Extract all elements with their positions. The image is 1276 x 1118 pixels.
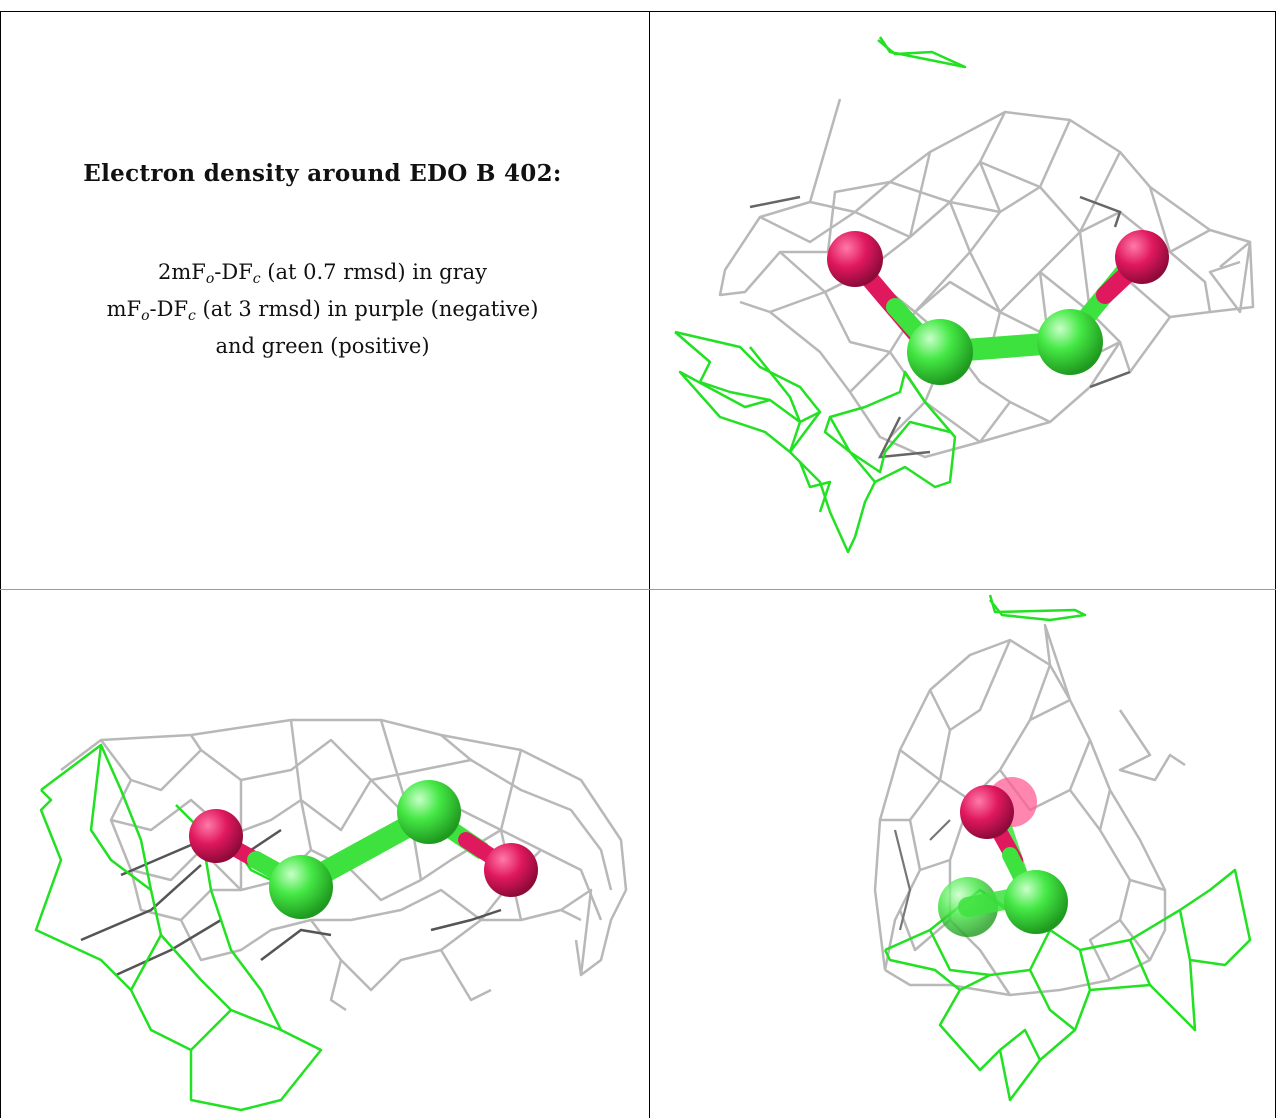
caption-title: Electron density around EDO B 402: <box>83 160 562 187</box>
dark-mesh-lines <box>80 828 502 977</box>
green-density-mesh-top <box>988 594 1087 622</box>
carbon-atom <box>1037 309 1103 375</box>
table-middle-border <box>649 11 650 1118</box>
edo-molecule <box>938 777 1068 937</box>
edo-molecule <box>189 780 538 919</box>
dark-mesh-lines <box>749 195 1131 459</box>
caption-line-2: mFo-DFc (at 3 rmsd) in purple (negative) <box>106 297 539 324</box>
carbon-atom <box>907 319 973 385</box>
edo-molecule <box>827 230 1169 385</box>
view-top-right <box>650 12 1275 589</box>
green-density-mesh <box>674 36 967 554</box>
caption-cell: Electron density around EDO B 402: 2mFo-… <box>10 160 635 361</box>
density-mesh-render <box>873 594 1252 1102</box>
table-left-border <box>0 11 1 1118</box>
oxygen-atom <box>189 809 243 863</box>
density-mesh-render <box>34 718 628 1112</box>
oxygen-atom <box>484 843 538 897</box>
carbon-atom <box>269 855 333 919</box>
density-mesh-render <box>674 36 1255 554</box>
table-row-divider <box>0 589 1276 590</box>
table-top-border <box>0 11 1276 12</box>
caption-line-1: 2mFo-DFc (at 0.7 rmsd) in gray <box>157 260 488 287</box>
gray-density-mesh <box>718 98 1255 459</box>
oxygen-atom <box>960 785 1014 839</box>
caption-line-3: and green (positive) <box>215 334 430 358</box>
carbon-atom <box>397 780 461 844</box>
view-bottom-left <box>1 590 649 1118</box>
oxygen-atom <box>827 231 883 287</box>
view-bottom-right <box>650 590 1275 1118</box>
carbon-atom <box>1004 870 1068 934</box>
oxygen-atom <box>1115 230 1169 284</box>
dark-mesh-lines <box>893 819 951 931</box>
